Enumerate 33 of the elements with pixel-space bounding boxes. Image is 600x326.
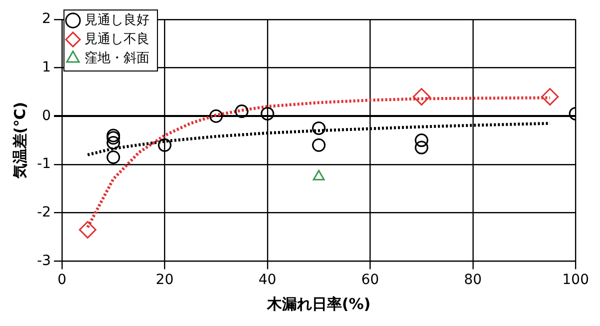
point bbox=[260, 106, 274, 120]
y-tick-label: 0 bbox=[42, 108, 51, 124]
point bbox=[78, 221, 96, 239]
point bbox=[234, 104, 248, 118]
point bbox=[414, 140, 428, 154]
point bbox=[414, 134, 428, 148]
point bbox=[312, 121, 326, 135]
x-axis-title: 木漏れ日率(%) bbox=[266, 294, 371, 313]
point bbox=[312, 138, 326, 152]
y-tick-label: -3 bbox=[36, 252, 51, 269]
legend-label: 見通し不良 bbox=[84, 32, 150, 47]
x-tick-label: 100 bbox=[562, 272, 590, 288]
x-tick-label: 60 bbox=[361, 272, 380, 288]
point bbox=[106, 136, 120, 150]
point bbox=[106, 150, 120, 164]
point bbox=[412, 88, 430, 106]
point bbox=[541, 88, 559, 106]
y-tick-label: -1 bbox=[36, 156, 51, 172]
y-tick-label: 1 bbox=[42, 59, 51, 76]
x-tick-label: 0 bbox=[58, 272, 66, 288]
legend-label: 窪地・斜面 bbox=[84, 50, 150, 66]
x-tick-label: 80 bbox=[464, 272, 482, 288]
x-tick-label: 20 bbox=[156, 272, 174, 288]
y-tick-label: 2 bbox=[42, 11, 51, 28]
point bbox=[158, 138, 172, 152]
point bbox=[106, 131, 120, 145]
point bbox=[312, 170, 325, 180]
y-axis-title: 気温差(℃) bbox=[10, 102, 29, 180]
x-tick-label: 40 bbox=[258, 272, 276, 288]
y-tick-label: -2 bbox=[36, 204, 51, 220]
point bbox=[209, 109, 223, 123]
legend-label: 見通し良好 bbox=[84, 12, 150, 28]
point bbox=[106, 128, 120, 142]
